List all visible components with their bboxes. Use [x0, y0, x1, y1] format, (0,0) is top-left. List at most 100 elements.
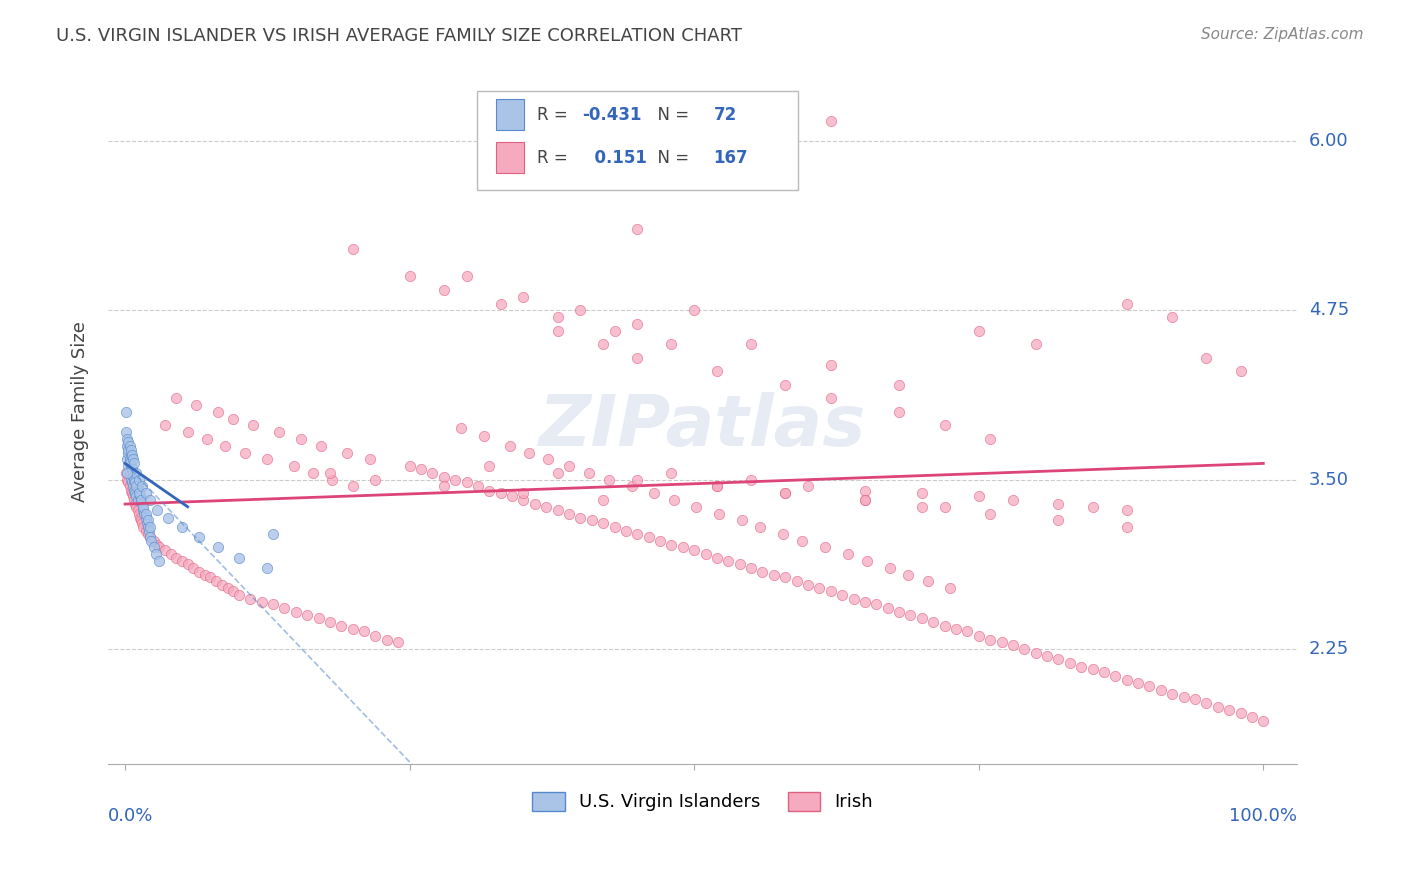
- Point: [117, 439, 139, 453]
- Point: [228, 551, 250, 566]
- Point: [146, 502, 169, 516]
- Point: [364, 473, 387, 487]
- Point: [626, 527, 648, 541]
- Point: [1240, 710, 1263, 724]
- Point: [911, 486, 934, 500]
- Point: [773, 570, 796, 584]
- Point: [853, 483, 876, 498]
- Point: [195, 432, 218, 446]
- Point: [125, 479, 148, 493]
- Point: [547, 324, 569, 338]
- Point: [115, 405, 138, 419]
- Point: [188, 530, 211, 544]
- Point: [728, 557, 751, 571]
- Point: [122, 473, 145, 487]
- Point: [1195, 696, 1218, 710]
- Point: [1092, 665, 1115, 679]
- Point: [139, 493, 162, 508]
- Point: [1206, 700, 1229, 714]
- Point: [773, 486, 796, 500]
- Point: [342, 243, 364, 257]
- Point: [979, 507, 1001, 521]
- Point: [433, 283, 456, 297]
- Point: [128, 486, 150, 500]
- Point: [170, 554, 193, 568]
- Point: [740, 473, 762, 487]
- Point: [1184, 692, 1206, 706]
- Point: [353, 624, 375, 639]
- Point: [578, 466, 600, 480]
- Point: [117, 473, 139, 487]
- Point: [637, 530, 659, 544]
- Text: 167: 167: [713, 149, 748, 167]
- Point: [122, 493, 145, 508]
- Point: [120, 442, 142, 457]
- Point: [517, 445, 540, 459]
- Point: [308, 611, 330, 625]
- Point: [603, 324, 626, 338]
- Point: [979, 432, 1001, 446]
- Point: [121, 462, 143, 476]
- Point: [820, 113, 842, 128]
- Point: [176, 425, 198, 440]
- Point: [1150, 682, 1173, 697]
- Point: [124, 486, 146, 500]
- Point: [1047, 513, 1070, 527]
- Point: [129, 493, 152, 508]
- Point: [125, 489, 148, 503]
- Point: [731, 513, 754, 527]
- Point: [569, 303, 592, 318]
- Point: [170, 520, 193, 534]
- Point: [364, 628, 387, 642]
- Point: [489, 296, 512, 310]
- Point: [547, 466, 569, 480]
- Text: R =: R =: [537, 106, 574, 124]
- Point: [222, 583, 245, 598]
- Point: [165, 392, 187, 406]
- Point: [820, 358, 842, 372]
- Point: [456, 269, 478, 284]
- Point: [200, 570, 222, 584]
- Point: [122, 466, 145, 480]
- Point: [934, 619, 956, 633]
- Point: [132, 502, 155, 516]
- Point: [879, 561, 901, 575]
- Point: [472, 429, 495, 443]
- Point: [569, 510, 592, 524]
- Point: [683, 543, 706, 558]
- Point: [319, 615, 342, 629]
- Point: [1161, 687, 1184, 701]
- Point: [121, 462, 143, 476]
- Point: [141, 533, 163, 548]
- Point: [118, 452, 141, 467]
- Point: [831, 588, 853, 602]
- Point: [1025, 337, 1047, 351]
- Point: [1025, 646, 1047, 660]
- Point: [820, 583, 842, 598]
- Point: [865, 598, 887, 612]
- Point: [422, 466, 444, 480]
- Point: [939, 581, 962, 595]
- Point: [853, 493, 876, 508]
- Point: [135, 507, 157, 521]
- Point: [853, 594, 876, 608]
- Point: [125, 466, 148, 480]
- Text: 100.0%: 100.0%: [1229, 806, 1298, 824]
- Point: [934, 500, 956, 514]
- Point: [387, 635, 409, 649]
- Point: [661, 538, 683, 552]
- Point: [706, 479, 728, 493]
- Point: [128, 510, 150, 524]
- Point: [128, 507, 150, 521]
- Point: [135, 516, 157, 530]
- Point: [342, 622, 364, 636]
- Point: [262, 598, 284, 612]
- Point: [773, 377, 796, 392]
- Point: [128, 483, 150, 498]
- Point: [762, 567, 785, 582]
- Point: [661, 337, 683, 351]
- Point: [672, 541, 695, 555]
- Point: [124, 475, 146, 490]
- Text: 2.25: 2.25: [1309, 640, 1348, 658]
- Text: 72: 72: [713, 106, 737, 124]
